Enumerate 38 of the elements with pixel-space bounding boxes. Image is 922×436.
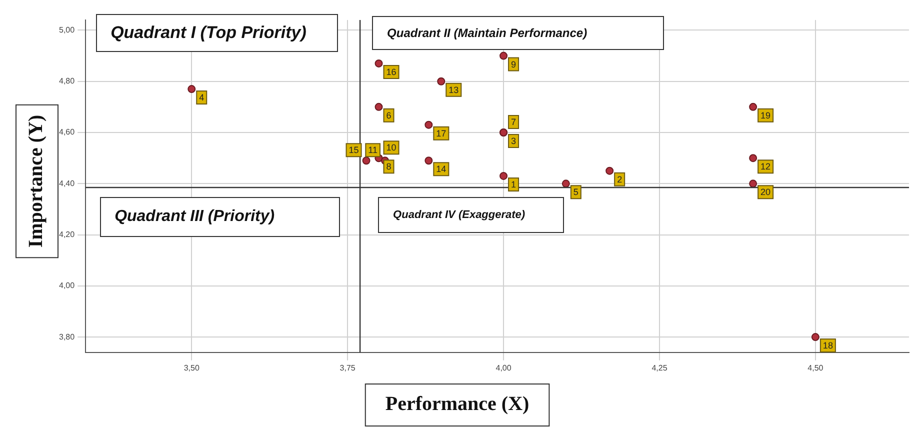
text-box: Quadrant I (Top Priority) <box>96 14 338 52</box>
annotation: 9 <box>511 59 516 70</box>
x-tick-label: 4,25 <box>652 363 668 372</box>
x-tick-label: 4,50 <box>808 363 824 372</box>
y-tick-label: 4,20 <box>58 230 76 239</box>
x-tick-label: 3,50 <box>184 363 200 372</box>
annotation: 5 <box>573 187 578 198</box>
text-box: Quadrant III (Priority) <box>100 197 340 238</box>
annotation: 10 <box>386 142 396 153</box>
annotation: 14 <box>436 164 446 174</box>
annotation: 18 <box>822 340 833 351</box>
annotation: 17 <box>436 128 446 138</box>
annotation: 7 <box>511 116 516 127</box>
text-box: Quadrant IV (Exaggerate) <box>378 197 564 234</box>
x-axis-title: Performance (X) <box>385 393 530 416</box>
text-box: Quadrant II (Maintain Performance) <box>372 16 664 50</box>
y-tick-label: 4,60 <box>58 128 76 137</box>
annotation: 2 <box>617 174 622 184</box>
annotation: 1 <box>511 179 516 190</box>
annotation: 3 <box>511 136 516 146</box>
y-tick-label: 4,40 <box>58 178 76 188</box>
y-tick-label: 4,80 <box>58 76 76 86</box>
annotation: 11 <box>368 145 378 156</box>
x-tick-label: 4,00 <box>496 363 512 372</box>
y-tick-label: 4,00 <box>58 281 76 290</box>
annotation: 12 <box>760 162 771 172</box>
annotation: 13 <box>448 84 459 95</box>
annotation: 6 <box>386 110 392 120</box>
x-tick-label: 3,75 <box>340 363 356 372</box>
y-tick-label: 5,00 <box>58 25 76 34</box>
annotation: 20 <box>760 187 771 198</box>
y-tick-label: 3,80 <box>58 332 76 342</box>
annotation: 8 <box>386 162 392 172</box>
annotation: 19 <box>760 110 771 120</box>
annotation: 4 <box>199 92 204 103</box>
y-axis-title: Importance (Y) <box>25 114 48 248</box>
annotation: 16 <box>386 66 396 77</box>
annotation: 15 <box>348 145 359 156</box>
